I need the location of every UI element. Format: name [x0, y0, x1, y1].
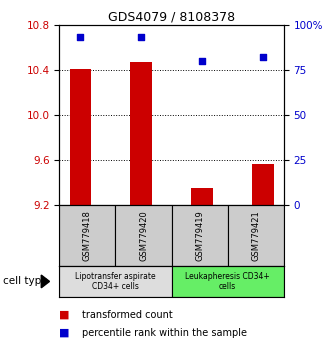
Text: percentile rank within the sample: percentile rank within the sample — [82, 328, 248, 338]
Bar — [228, 205, 284, 266]
Bar — [59, 205, 116, 266]
Text: GSM779419: GSM779419 — [195, 210, 204, 261]
Point — [199, 58, 205, 64]
Bar — [191, 188, 213, 205]
Text: GSM779421: GSM779421 — [251, 210, 260, 261]
Text: cell type: cell type — [3, 276, 48, 286]
Text: Leukapheresis CD34+
cells: Leukapheresis CD34+ cells — [185, 272, 270, 291]
Title: GDS4079 / 8108378: GDS4079 / 8108378 — [108, 11, 235, 24]
Text: Lipotransfer aspirate
CD34+ cells: Lipotransfer aspirate CD34+ cells — [75, 272, 156, 291]
Text: transformed count: transformed count — [82, 310, 173, 320]
Bar — [70, 69, 91, 205]
Point — [139, 35, 144, 40]
Text: ■: ■ — [59, 310, 70, 320]
Bar — [252, 164, 274, 205]
Point — [78, 35, 83, 40]
Bar — [59, 266, 172, 297]
Bar — [130, 62, 152, 205]
Bar — [115, 205, 172, 266]
Text: ■: ■ — [59, 328, 70, 338]
Bar — [172, 266, 284, 297]
Text: GSM779420: GSM779420 — [139, 210, 148, 261]
Point — [260, 55, 266, 60]
Text: GSM779418: GSM779418 — [83, 210, 92, 261]
Bar — [172, 205, 228, 266]
